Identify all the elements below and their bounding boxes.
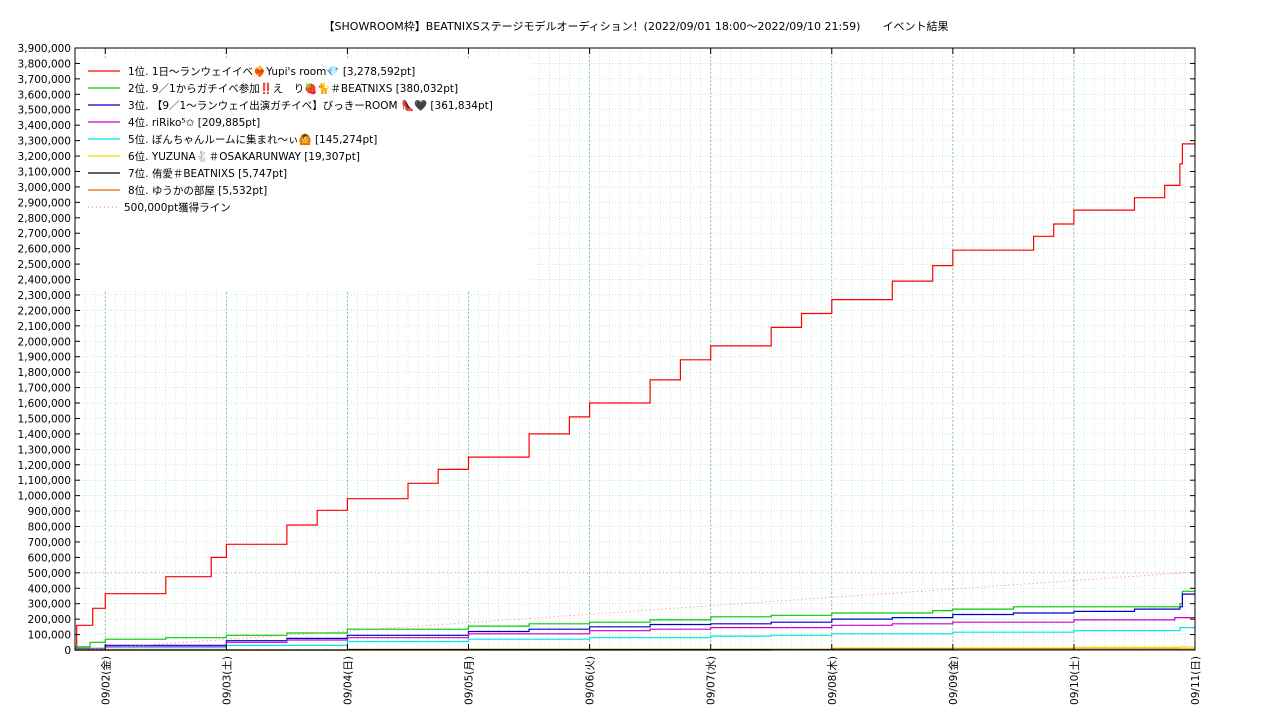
legend-entry: 500,000pt獲得ライン	[124, 201, 231, 214]
y-tick-label: 3,300,000	[18, 136, 71, 148]
legend-entry: 6位. YUZUNA🐇＃OSAKARUNWAY [19,307pt]	[128, 150, 360, 163]
y-tick-label: 3,500,000	[18, 105, 71, 117]
series-line	[75, 590, 1195, 648]
y-tick-label: 3,100,000	[18, 166, 71, 178]
y-tick-label: 1,200,000	[18, 460, 71, 472]
y-axis: 0 100,000 200,000 300,000 400,000 500,000 600,…	[18, 43, 1195, 657]
series-line	[75, 143, 1195, 651]
x-tick-label: 09/11(日)	[1190, 656, 1202, 705]
y-tick-label: 2,900,000	[18, 197, 71, 209]
series-line	[75, 593, 1195, 650]
y-tick-label: 3,000,000	[18, 182, 71, 194]
y-tick-label: 2,000,000	[18, 336, 71, 348]
x-tick-label: 09/07(水)	[706, 656, 718, 705]
y-tick-label: 3,200,000	[18, 151, 71, 163]
series-line	[74, 572, 1185, 651]
y-tick-label: 300,000	[28, 599, 71, 611]
x-axis: 09/02(金) 09/03(土) 09/04(日) 09/05(月) 09/06(火)…	[99, 48, 1202, 705]
y-tick-label: 2,200,000	[18, 305, 71, 317]
legend: 1位. 1日～ランウェイイベ❤️‍🔥Yupi's room💎 [3,278,59…	[80, 58, 530, 290]
x-tick-label: 09/10(土)	[1068, 656, 1081, 705]
y-tick-label: 1,900,000	[18, 352, 71, 364]
y-tick-label: 1,600,000	[18, 398, 71, 410]
y-tick-label: 3,900,000	[18, 43, 71, 55]
legend-box	[80, 58, 530, 290]
y-tick-label: 2,700,000	[18, 228, 71, 240]
y-tick-label: 600,000	[28, 552, 71, 564]
y-tick-label: 2,100,000	[18, 321, 71, 333]
y-tick-label: 2,400,000	[18, 275, 71, 287]
x-tick-label: 09/02(金)	[99, 656, 112, 705]
y-tick-label: 100,000	[28, 630, 71, 642]
y-tick-label: 0	[64, 645, 71, 657]
y-tick-label: 2,500,000	[18, 259, 71, 271]
y-tick-label: 900,000	[28, 506, 71, 518]
y-tick-label: 1,000,000	[18, 491, 71, 503]
y-tick-label: 2,300,000	[18, 290, 71, 302]
x-tick-label: 09/03(土)	[220, 656, 233, 705]
y-tick-label: 3,400,000	[18, 120, 71, 132]
x-tick-label: 09/09(金)	[947, 656, 960, 705]
legend-entry: 5位. ぼんちゃんルームに集まれ〜ぃ🙆 [145,274pt]	[128, 133, 377, 146]
y-tick-label: 2,600,000	[18, 244, 71, 256]
legend-entry: 1位. 1日～ランウェイイベ❤️‍🔥Yupi's room💎 [3,278,59…	[128, 65, 415, 78]
x-tick-label: 09/06(火)	[585, 656, 597, 705]
x-tick-label: 09/04(日)	[342, 656, 354, 705]
y-tick-label: 200,000	[28, 614, 71, 626]
y-tick-label: 1,400,000	[18, 429, 71, 441]
chart-title: 【SHOWROOM枠】BEATNIXSステージモデルオーディション！(2022/…	[324, 19, 949, 33]
plot-frame	[74, 47, 1196, 651]
legend-entry: 4位. riRiko⁵✩ [209,885pt]	[128, 116, 260, 129]
y-tick-label: 1,500,000	[18, 413, 71, 425]
y-tick-label: 1,800,000	[18, 367, 71, 379]
x-tick-label: 09/05(月)	[464, 656, 476, 705]
legend-entry: 2位. 9／1からガチイベ参加‼️え り🍓🐈＃BEATNIXS [380,032…	[128, 82, 458, 95]
legend-entry: 7位. 侑愛＃BEATNIXS [5,747pt]	[128, 167, 287, 180]
y-tick-label: 800,000	[28, 522, 71, 534]
y-tick-label: 3,600,000	[18, 89, 71, 101]
y-tick-label: 1,700,000	[18, 383, 71, 395]
y-tick-label: 700,000	[28, 537, 71, 549]
y-tick-label: 3,800,000	[18, 58, 71, 70]
x-tick-label: 09/08(木)	[827, 656, 839, 705]
y-tick-label: 1,300,000	[18, 444, 71, 456]
y-tick-label: 2,800,000	[18, 213, 71, 225]
y-tick-label: 1,100,000	[18, 475, 71, 487]
legend-entry: 3位. 【9／1～ランウェイ出演ガチイベ】びっきーROOM 👠🖤 [361,83…	[128, 99, 493, 112]
y-tick-label: 400,000	[28, 583, 71, 595]
legend-entry: 8位. ゆうかの部屋 [5,532pt]	[128, 184, 267, 197]
y-tick-label: 3,700,000	[18, 74, 71, 86]
y-tick-label: 500,000	[28, 568, 71, 580]
series-line	[75, 617, 1195, 650]
